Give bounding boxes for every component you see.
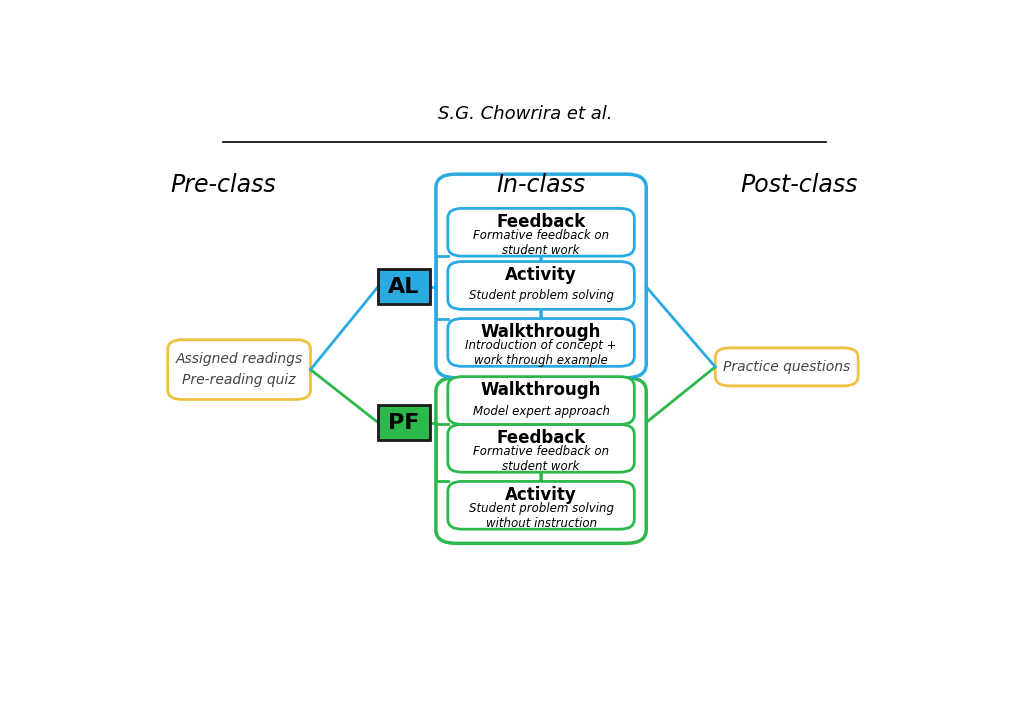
FancyBboxPatch shape — [436, 378, 646, 544]
Text: Pre-reading quiz: Pre-reading quiz — [182, 374, 296, 388]
FancyBboxPatch shape — [168, 340, 310, 400]
Text: Post-class: Post-class — [740, 173, 857, 197]
FancyBboxPatch shape — [715, 348, 858, 386]
Text: Activity: Activity — [505, 266, 577, 284]
FancyBboxPatch shape — [447, 262, 634, 309]
Text: Student problem solving
without instruction: Student problem solving without instruct… — [469, 502, 613, 530]
Text: Feedback: Feedback — [497, 213, 586, 231]
FancyBboxPatch shape — [447, 376, 634, 424]
Text: Walkthrough: Walkthrough — [481, 323, 601, 341]
Text: Practice questions: Practice questions — [723, 360, 850, 374]
FancyBboxPatch shape — [447, 424, 634, 472]
Text: Feedback: Feedback — [497, 429, 586, 447]
FancyBboxPatch shape — [447, 209, 634, 256]
FancyBboxPatch shape — [436, 174, 646, 378]
Text: Formative feedback on
student work: Formative feedback on student work — [473, 445, 609, 473]
Text: Walkthrough: Walkthrough — [481, 381, 601, 399]
Text: Activity: Activity — [505, 486, 577, 504]
FancyBboxPatch shape — [447, 319, 634, 367]
Text: Model expert approach: Model expert approach — [472, 405, 609, 417]
Text: S.G. Chowrira et al.: S.G. Chowrira et al. — [437, 106, 612, 123]
Text: Student problem solving: Student problem solving — [469, 290, 613, 302]
Text: Introduction of concept +
work through example: Introduction of concept + work through e… — [465, 339, 616, 367]
Text: PF: PF — [388, 412, 420, 433]
Text: Pre-class: Pre-class — [170, 173, 276, 197]
Text: In-class: In-class — [496, 173, 586, 197]
Text: Formative feedback on
student work: Formative feedback on student work — [473, 228, 609, 257]
FancyBboxPatch shape — [378, 269, 430, 305]
FancyBboxPatch shape — [378, 405, 430, 440]
FancyBboxPatch shape — [447, 482, 634, 529]
Text: Assigned readings: Assigned readings — [175, 352, 303, 366]
Text: AL: AL — [388, 277, 420, 297]
